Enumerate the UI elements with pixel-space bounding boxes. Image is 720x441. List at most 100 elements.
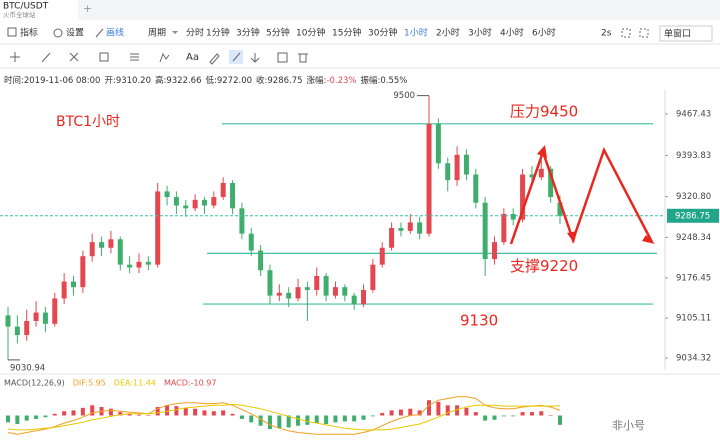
macd-bar [352, 415, 357, 422]
info-item: 收:9286.75 [256, 75, 303, 86]
arrow-heads [537, 145, 655, 244]
macd-bar [427, 400, 432, 416]
period-button[interactable]: 4小时 [500, 27, 524, 39]
macd-bar [211, 411, 216, 416]
candle-body [501, 213, 507, 243]
info-item: 开:9310.20 [104, 76, 151, 86]
tab-bar [0, 0, 720, 20]
macd-legend: DEA:11.44 [114, 379, 156, 388]
candle-body [192, 199, 198, 209]
candle-body [538, 168, 544, 178]
period-button[interactable]: 3分钟 [236, 27, 260, 39]
magnet-tool[interactable] [250, 53, 260, 63]
candle-body [314, 275, 320, 290]
macd-bar [62, 411, 67, 416]
tab[interactable] [0, 0, 78, 20]
fib-tool[interactable] [130, 53, 139, 61]
chart: 9467.43 9393.83 9320.80 9248.34 9176.45 9105.… [0, 90, 720, 435]
macd-bar [174, 406, 179, 416]
candle-body [61, 281, 67, 299]
macd-bar [146, 415, 151, 416]
period-button[interactable]: 2小时 [436, 27, 460, 39]
tab-exchange: 火币全球站 [3, 10, 36, 19]
macd-bar [408, 408, 413, 416]
candle-body [342, 287, 348, 296]
period-button[interactable]: 3小时 [468, 27, 492, 39]
candle-body [370, 264, 376, 290]
y-tick-label: 9393.83 [676, 151, 711, 161]
period-button[interactable]: 6小时 [532, 27, 556, 39]
y-tick-label: 9176.45 [676, 273, 711, 283]
candle-body [286, 292, 292, 299]
watermark: 非小号 [612, 419, 645, 432]
y-tick-label: 9467.43 [676, 109, 711, 119]
candle-body [127, 264, 133, 268]
candle-body [332, 287, 338, 296]
macd-bar [127, 413, 132, 416]
period-button[interactable]: 1小时 [404, 27, 428, 39]
macd-bar [501, 415, 506, 417]
settings-button[interactable]: 设置 [66, 28, 84, 39]
period-button[interactable]: 分时 [186, 27, 204, 39]
rect-tool[interactable] [99, 52, 109, 62]
y-tick-label: 9034.32 [676, 353, 711, 363]
period-button[interactable]: 10分钟 [296, 27, 325, 39]
candle-body [117, 239, 123, 265]
indicator-button[interactable]: 指标 [20, 27, 38, 39]
candle-body [70, 281, 76, 288]
macd-bar [380, 412, 385, 416]
candle-body [183, 205, 189, 209]
macd-bar [361, 415, 366, 420]
macd-bar [165, 405, 170, 416]
candle-body [389, 228, 395, 248]
candle-body [89, 242, 95, 257]
draw-button[interactable]: 画线 [106, 27, 124, 39]
text-tool[interactable]: Aa [186, 52, 199, 63]
macd-bar [52, 413, 57, 416]
wave-tool[interactable] [159, 52, 170, 63]
line-tool[interactable] [41, 52, 51, 63]
lock-tool[interactable] [277, 52, 288, 63]
candle-body [173, 197, 179, 206]
candle-body [108, 239, 114, 248]
macd-bar [239, 415, 244, 419]
macd-bar [6, 415, 10, 423]
ray-tool[interactable] [69, 52, 79, 62]
brush-tool[interactable] [209, 53, 220, 65]
period-button[interactable]: 15分钟 [332, 27, 361, 39]
delete-tool[interactable] [298, 53, 308, 63]
period-button[interactable]: 30分钟 [368, 27, 397, 39]
crosshair-tool[interactable] [10, 52, 20, 62]
period-button[interactable]: 5分钟 [266, 27, 290, 39]
y-tick-label: 9248.34 [676, 233, 711, 243]
candle-body [304, 287, 310, 290]
icon [639, 28, 649, 38]
window-select[interactable] [659, 25, 713, 42]
candle-body [155, 191, 161, 265]
macd-bar [464, 407, 469, 416]
add-tab[interactable]: + [83, 2, 92, 15]
candle-body [276, 292, 282, 296]
macd-bar [417, 410, 422, 416]
macd-bar [277, 415, 282, 429]
candle-body [482, 202, 488, 260]
candle-body [557, 202, 563, 216]
macd-dif-line [7, 396, 561, 435]
candle-body [398, 228, 404, 231]
icon [621, 28, 631, 38]
period-button[interactable]: 1分钟 [206, 27, 230, 39]
low-marker: 9030.94 [10, 363, 45, 373]
candle-body [323, 275, 329, 296]
zigzag-annotation [509, 146, 654, 245]
refresh[interactable]: 2s [601, 29, 612, 39]
macd-bar [436, 401, 441, 416]
candle-body [295, 287, 301, 299]
info-bar: 时间:2019-11-06 08:00 开:9310.20 高:9322.66 低:9… [4, 75, 407, 86]
level-label: 支撑9220 [510, 257, 578, 275]
icon [7, 27, 17, 37]
macd-bar [90, 405, 95, 416]
zigzag [509, 146, 654, 245]
macd-bar [193, 408, 198, 416]
icon [232, 52, 241, 62]
info-item: 低:9272.00 [206, 75, 253, 86]
